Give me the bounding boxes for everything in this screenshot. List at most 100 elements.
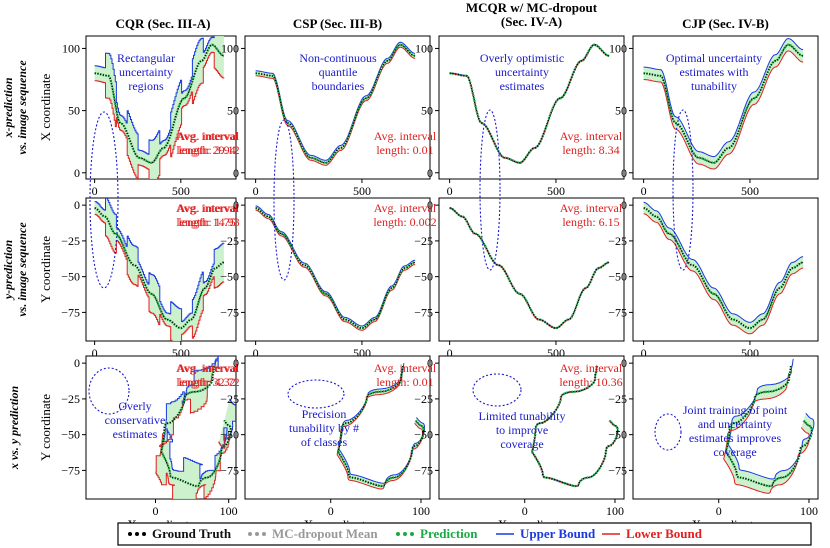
annotation-text: estimates improves [689, 431, 782, 445]
plot-area [244, 197, 431, 342]
annotation-text: Optimal uncertainty [666, 51, 762, 65]
legend-item: Ground Truth [128, 526, 232, 541]
y-tick-label: 50 [227, 104, 239, 118]
interval-label: Avg. interval [560, 129, 623, 143]
annotation-text: tunability by # [289, 421, 359, 435]
plot-content [336, 363, 426, 490]
ground-truth-line [337, 366, 425, 487]
legend-label: Ground Truth [152, 526, 232, 541]
x-tick-label: 0 [641, 346, 647, 360]
interval-label: length: 0.002 [373, 215, 436, 229]
y-tick-label: −75 [608, 305, 627, 319]
plot-area [438, 35, 625, 180]
ground-truth-line [160, 366, 232, 487]
y-axis-label: X coordinate [38, 74, 53, 142]
interval-label: Avg. interval [176, 201, 239, 215]
plot-content [449, 206, 610, 330]
y-tick-label: −50 [61, 270, 80, 284]
annotation-text: uncertainty [495, 65, 549, 79]
prediction-line [643, 206, 804, 330]
interval-label: Avg. interval [560, 361, 623, 375]
annotation-text: and uncertainty [698, 417, 772, 431]
ground-truth-line [531, 366, 619, 487]
annotation-text: tunability [691, 79, 737, 93]
plot-content [643, 201, 804, 335]
legend-label: Prediction [420, 526, 478, 541]
lower-bound-line [155, 372, 230, 499]
upper-bound-line [255, 205, 416, 327]
y-tick-label: −50 [608, 428, 627, 442]
interval-label: length: 3.94 [178, 143, 235, 157]
legend: Ground Truth MC-dropout Mean Prediction Upp… [117, 522, 812, 546]
interval-label: length: 0.01 [376, 143, 433, 157]
legend-marker [396, 532, 400, 536]
ground-truth-line [94, 44, 225, 164]
annotation-text: of classes [301, 435, 348, 449]
interval-label: length: 1.75 [178, 215, 235, 229]
y-tick-label: −50 [220, 270, 239, 284]
x-tick-label: 0 [92, 346, 98, 360]
legend-marker [403, 532, 407, 536]
interval-label: Avg. interval [177, 361, 240, 375]
y-tick-label: 50 [615, 104, 627, 118]
highlight-ellipse [89, 111, 119, 289]
x-tick-label: 0 [92, 184, 98, 198]
interval-label: Avg. interval [177, 201, 240, 215]
interval-label: length: 14.93 [176, 215, 239, 229]
y-tick-label: −25 [220, 392, 239, 406]
y-tick-label: −25 [61, 234, 80, 248]
plot-content [155, 356, 236, 499]
ground-truth-line [94, 207, 225, 329]
plot-content [255, 41, 416, 166]
uncertainty-band [155, 356, 236, 499]
y-tick-label: −75 [608, 463, 627, 477]
highlight-ellipse [88, 367, 130, 415]
interval-label: Avg. interval [374, 361, 437, 375]
plot-content [723, 358, 815, 494]
interval-label: length: 6.15 [562, 215, 619, 229]
legend-label: MC-dropout Mean [272, 526, 378, 541]
x-tick-label: 100 [800, 504, 818, 518]
y-tick-label: −50 [220, 428, 239, 442]
y-tick-label: 0 [427, 198, 433, 212]
upper-bound-line [94, 36, 215, 155]
prediction-line [724, 366, 813, 488]
legend-box [117, 522, 812, 546]
y-tick-label: 100 [221, 41, 239, 55]
annotation-text: to improve [496, 423, 548, 437]
interval-label: Avg. interval [374, 201, 437, 215]
x-tick-label: 500 [353, 184, 371, 198]
y-tick-label: 0 [621, 356, 627, 370]
y-tick-label: 0 [233, 198, 239, 212]
prediction-line [255, 206, 416, 330]
interval-label: length: 0.01 [376, 375, 433, 389]
legend-marker [128, 532, 132, 536]
x-tick-label: 100 [220, 504, 238, 518]
x-tick-label: 500 [741, 184, 759, 198]
prediction-line [449, 206, 610, 330]
interval-label: length: 8.34 [562, 143, 619, 157]
x-tick-label: 500 [172, 184, 190, 198]
upper-bound-line [643, 37, 804, 158]
interval-label: Avg. interval [374, 129, 437, 143]
y-axis-label: Y coordinate [38, 394, 53, 461]
y-axis-label: Y coordinate [38, 236, 53, 303]
prediction-line [160, 366, 233, 488]
annotation-text: Limited tunability [479, 409, 566, 423]
y-tick-label: −75 [414, 305, 433, 319]
column-title: CJP (Sec. IV-B) [682, 16, 769, 31]
y-tick-label: −50 [414, 428, 433, 442]
interval-label: Avg. interval [176, 129, 239, 143]
y-tick-label: −50 [61, 428, 80, 442]
upper-bound-line [727, 358, 815, 480]
legend-item: Lower Bound [602, 526, 703, 541]
ground-truth-line [725, 366, 813, 487]
row-label: x vs. y prediction [7, 386, 21, 471]
y-tick-label: 0 [233, 166, 239, 180]
highlight-ellipse [472, 373, 522, 407]
highlight-ellipse [479, 109, 501, 271]
lower-bound-line [643, 50, 804, 170]
